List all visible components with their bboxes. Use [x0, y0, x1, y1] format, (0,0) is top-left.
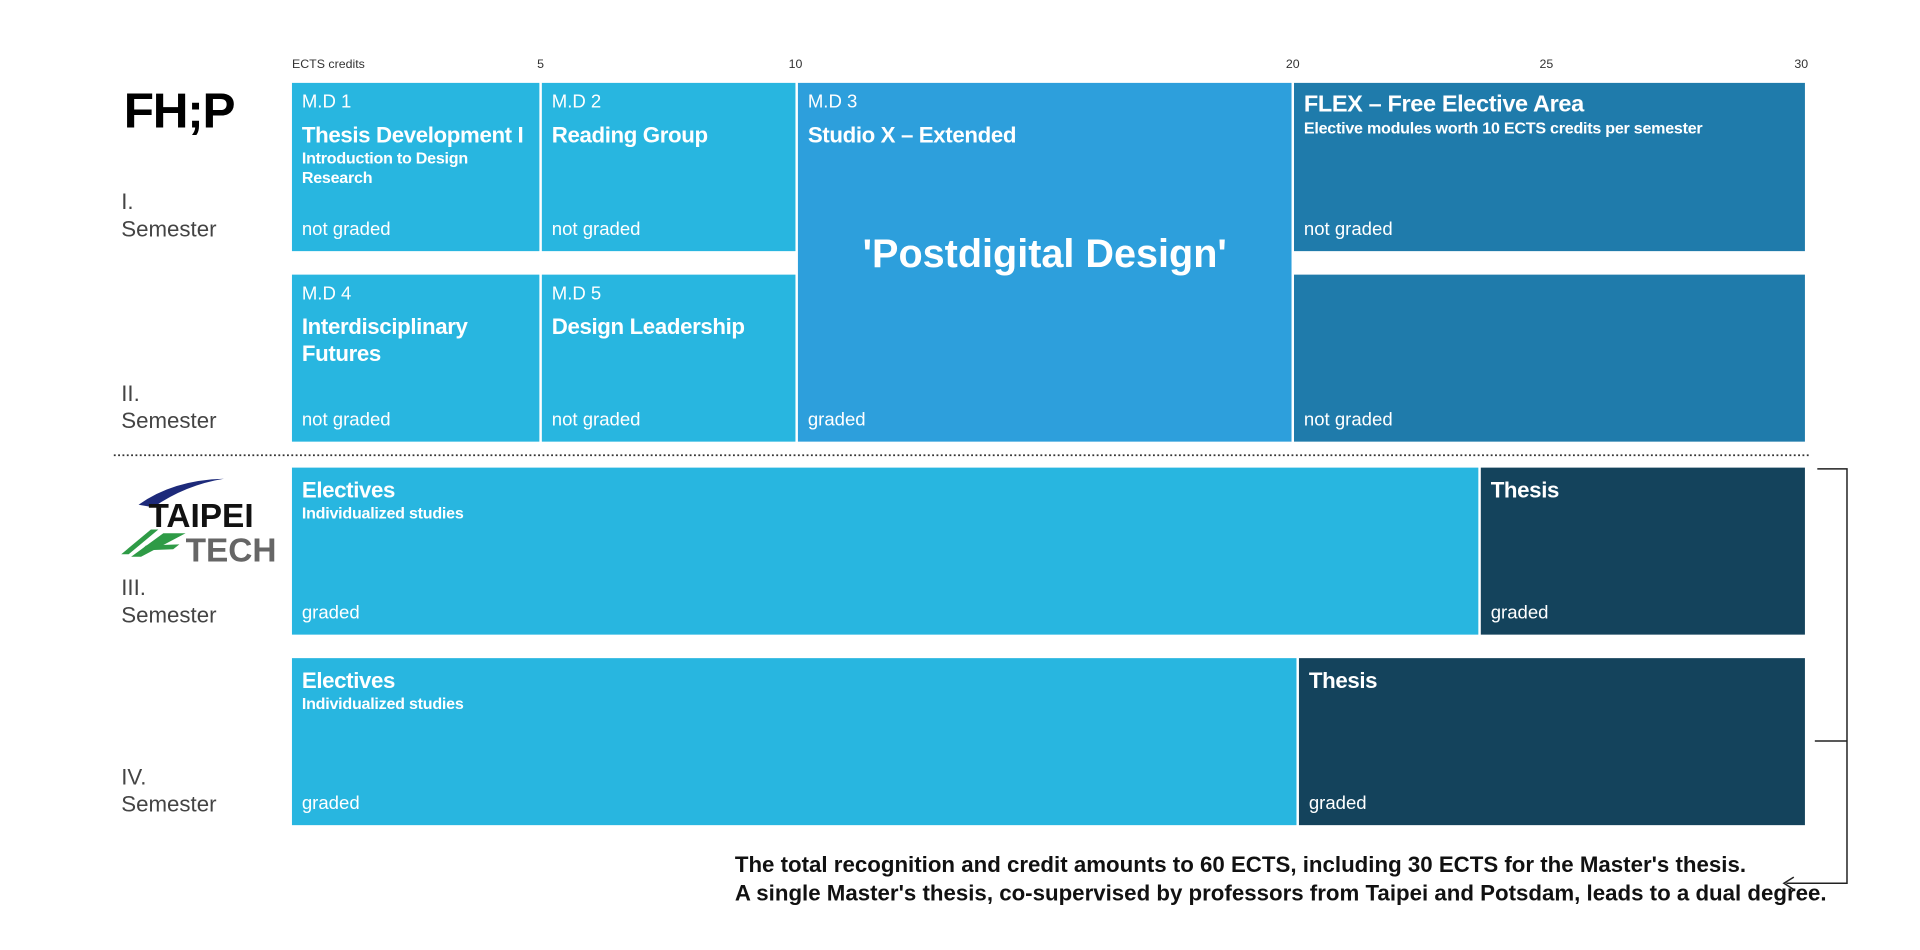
module-block: M.D 2 Reading Group not graded	[541, 82, 796, 252]
module-grading: not graded	[1303, 409, 1393, 431]
module-code: M.D 1	[301, 91, 352, 113]
module-highlight: 'Postdigital Design'	[862, 231, 1227, 276]
module-grading: graded	[301, 602, 360, 624]
module-title: Thesis	[1490, 477, 1560, 503]
semester-label: Semester	[121, 602, 217, 628]
module-title: Design Leadership	[551, 314, 745, 339]
semester-number: II.	[121, 381, 140, 406]
logo-swoosh	[138, 478, 224, 508]
arrow-head	[1782, 876, 1795, 891]
axis-tick-label: 30	[1794, 58, 1809, 72]
module-block: M.D 1 Thesis Development I Introduction to…	[291, 82, 540, 252]
module-title: Electives	[301, 477, 396, 503]
module-subtitle: Introduction to Design Research	[301, 148, 468, 187]
module-grading: graded	[807, 409, 866, 431]
module-grading: not graded	[301, 409, 391, 431]
module-block: Electives Individualized studies graded	[291, 658, 1297, 826]
footer-line: The total recognition and credit amounts…	[734, 852, 1747, 878]
module-title: Reading Group	[551, 122, 708, 148]
module-title: Electives	[301, 668, 396, 693]
module-grading: graded	[301, 792, 360, 815]
module-title: Interdisciplinary Futures	[301, 314, 468, 367]
module-title: Studio X – Extended	[807, 122, 1017, 148]
semester-number: III.	[121, 575, 146, 600]
module-subtitle: Individualized studies	[301, 503, 464, 523]
module-title: Thesis	[1308, 668, 1378, 693]
logo-stripes	[121, 529, 186, 557]
module-grading: not graded	[301, 218, 391, 240]
module-grading: not graded	[1303, 218, 1393, 240]
module-grading: graded	[1490, 602, 1549, 624]
axis-tick-label: 20	[1285, 58, 1300, 72]
module-block: not graded	[1294, 274, 1805, 442]
module-subtitle: Individualized studies	[301, 694, 464, 713]
module-block: M.D 3 Studio X – Extended 'Postdigital Des…	[797, 82, 1292, 442]
logo-fhp: FH;P	[123, 84, 236, 139]
module-subtitle: Elective modules worth 10 ECTS credits p…	[1303, 118, 1703, 138]
module-title: Thesis Development I	[301, 122, 524, 148]
module-block: Thesis graded	[1298, 658, 1805, 826]
module-code: M.D 4	[301, 283, 352, 305]
module-block: Electives Individualized studies graded	[291, 467, 1479, 635]
module-block: M.D 4 Interdisciplinary Futures not graded	[291, 274, 540, 442]
module-grading: not graded	[551, 409, 641, 431]
logo-tech: TECH	[185, 531, 277, 570]
semester-number: IV.	[121, 764, 147, 790]
axis-tick-label: 10	[788, 58, 803, 72]
logo-taipei: TAIPEI	[148, 497, 254, 535]
module-block: Thesis graded	[1480, 467, 1805, 635]
module-code: M.D 3	[807, 91, 858, 113]
footer-line: A single Master's thesis, co-supervised …	[734, 880, 1827, 906]
module-code: M.D 2	[551, 91, 602, 113]
module-title: FLEX – Free Elective Area	[1303, 91, 1584, 118]
axis-label: ECTS credits	[291, 58, 365, 72]
semester-label: Semester	[121, 408, 217, 433]
axis-tick-label: 5	[537, 58, 545, 72]
axis-tick-label: 25	[1539, 58, 1554, 72]
bracket	[1786, 468, 1848, 885]
module-grading: not graded	[551, 218, 641, 240]
module-grading: graded	[1308, 792, 1367, 815]
semester-number: I.	[121, 189, 134, 215]
module-block: M.D 5 Design Leadership not graded	[541, 274, 796, 442]
semester-label: Semester	[121, 791, 217, 817]
semester-label: Semester	[121, 216, 217, 242]
module-code: M.D 5	[551, 283, 602, 305]
module-block: FLEX – Free Elective Area Elective module…	[1294, 82, 1805, 252]
